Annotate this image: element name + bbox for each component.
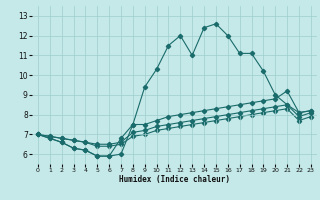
X-axis label: Humidex (Indice chaleur): Humidex (Indice chaleur) [119,175,230,184]
